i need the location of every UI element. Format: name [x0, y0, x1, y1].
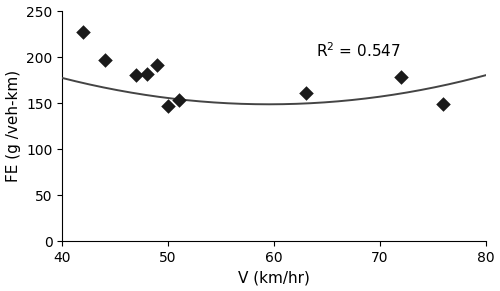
- Point: [143, 71, 151, 76]
- Point: [100, 58, 108, 62]
- Point: [80, 30, 88, 35]
- Y-axis label: FE (g /veh-km): FE (g /veh-km): [6, 70, 20, 182]
- Point: [164, 104, 172, 108]
- Point: [132, 72, 140, 77]
- Point: [302, 91, 310, 95]
- Point: [154, 63, 162, 68]
- Text: R$^2$ = 0.547: R$^2$ = 0.547: [316, 41, 401, 60]
- X-axis label: V (km/hr): V (km/hr): [238, 270, 310, 285]
- Point: [174, 98, 182, 103]
- Point: [397, 75, 405, 80]
- Point: [440, 102, 448, 106]
